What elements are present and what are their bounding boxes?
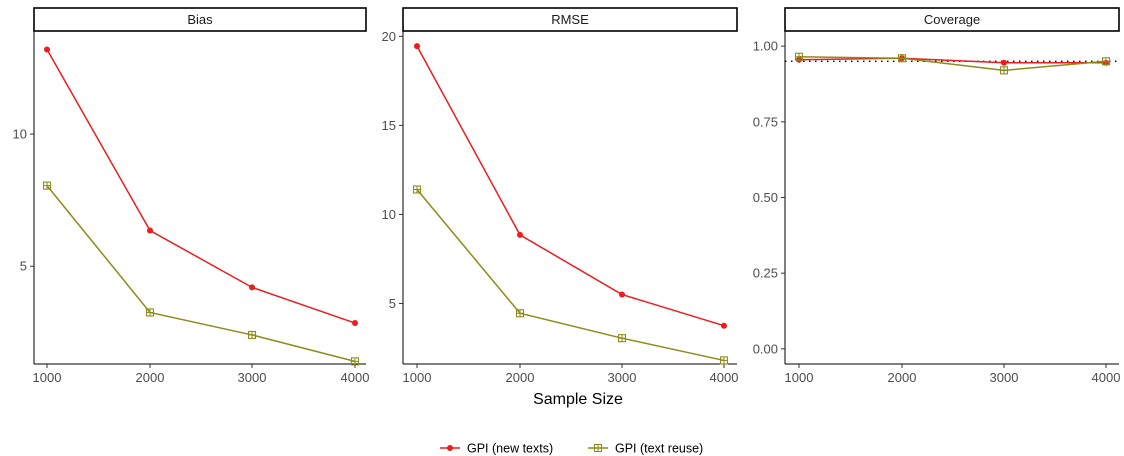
data-point [517,231,523,238]
y-tick-label: 20 [382,29,396,44]
x-tick-label: 1000 [403,370,432,385]
series-text-reuse [42,181,360,366]
data-point [617,334,627,343]
y-tick-label: 0.00 [753,341,778,356]
series-new-texts [44,46,358,327]
facet-strip [784,7,1120,32]
data-point [147,227,153,234]
y-tick-label: 10 [13,127,27,142]
data-point [350,357,360,366]
data-point [719,356,729,365]
y-tick-label: 0.25 [753,266,778,281]
x-tick-label: 4000 [1092,370,1121,385]
series-line [46,185,356,363]
series-text-reuse [412,185,729,365]
legend-marker [593,443,603,453]
x-axis-title: Sample Size [533,391,623,408]
data-point [42,181,52,190]
data-point [412,185,422,194]
panel-bias: Bias 5 10 1000 2000 3000 4000 [13,7,370,385]
y-tick-label: 10 [382,207,396,222]
data-point [1001,59,1007,66]
x-tick-label: 3000 [238,370,267,385]
data-point [619,291,625,298]
series-text-reuse [794,52,1111,75]
facet-title: Coverage [924,12,980,27]
series-new-texts [414,43,727,329]
data-point [414,43,420,50]
legend: GPI (new texts) GPI (text reuse) [440,442,703,456]
legend-item-new-texts: GPI (new texts) [440,442,553,456]
facet-strip [402,7,738,32]
x-tick-label: 1000 [785,370,814,385]
panel-coverage: Coverage 0.00 0.25 0.50 0.75 1.00 1000 2000 3000… [753,7,1121,385]
data-point [1101,57,1111,66]
series-line [798,57,1106,64]
data-point [247,330,257,339]
series-line [46,49,356,324]
facet-title: RMSE [551,12,589,27]
data-point [44,46,50,53]
facet-title: Bias [187,12,213,27]
x-tick-label: 2000 [136,370,165,385]
facet-strip [33,7,367,32]
data-point [352,320,358,327]
series-line [798,55,1107,72]
x-tick-label: 3000 [608,370,637,385]
x-tick-label: 2000 [888,370,917,385]
data-point [249,284,255,291]
data-point [145,308,155,317]
legend-marker [447,445,453,451]
series-line [416,189,725,362]
x-tick-label: 4000 [341,370,370,385]
panel-rmse: RMSE 5 10 15 20 1000 2000 3000 4000 [382,7,739,385]
data-point [999,66,1009,75]
data-point [794,52,804,61]
data-point [721,322,727,329]
legend-label: GPI (text reuse) [615,442,703,456]
x-tick-label: 3000 [990,370,1019,385]
x-tick-label: 4000 [710,370,739,385]
x-tick-label: 2000 [506,370,535,385]
y-tick-label: 1.00 [753,39,778,54]
legend-label: GPI (new texts) [467,442,553,456]
series-line [416,45,725,327]
data-point [515,309,525,318]
legend-item-text-reuse: GPI (text reuse) [588,442,703,456]
y-tick-label: 0.50 [753,190,778,205]
y-tick-label: 5 [20,259,27,274]
y-tick-label: 0.75 [753,114,778,129]
x-tick-label: 1000 [33,370,62,385]
y-tick-label: 5 [389,296,396,311]
data-point [897,54,907,63]
y-tick-label: 15 [382,118,396,133]
